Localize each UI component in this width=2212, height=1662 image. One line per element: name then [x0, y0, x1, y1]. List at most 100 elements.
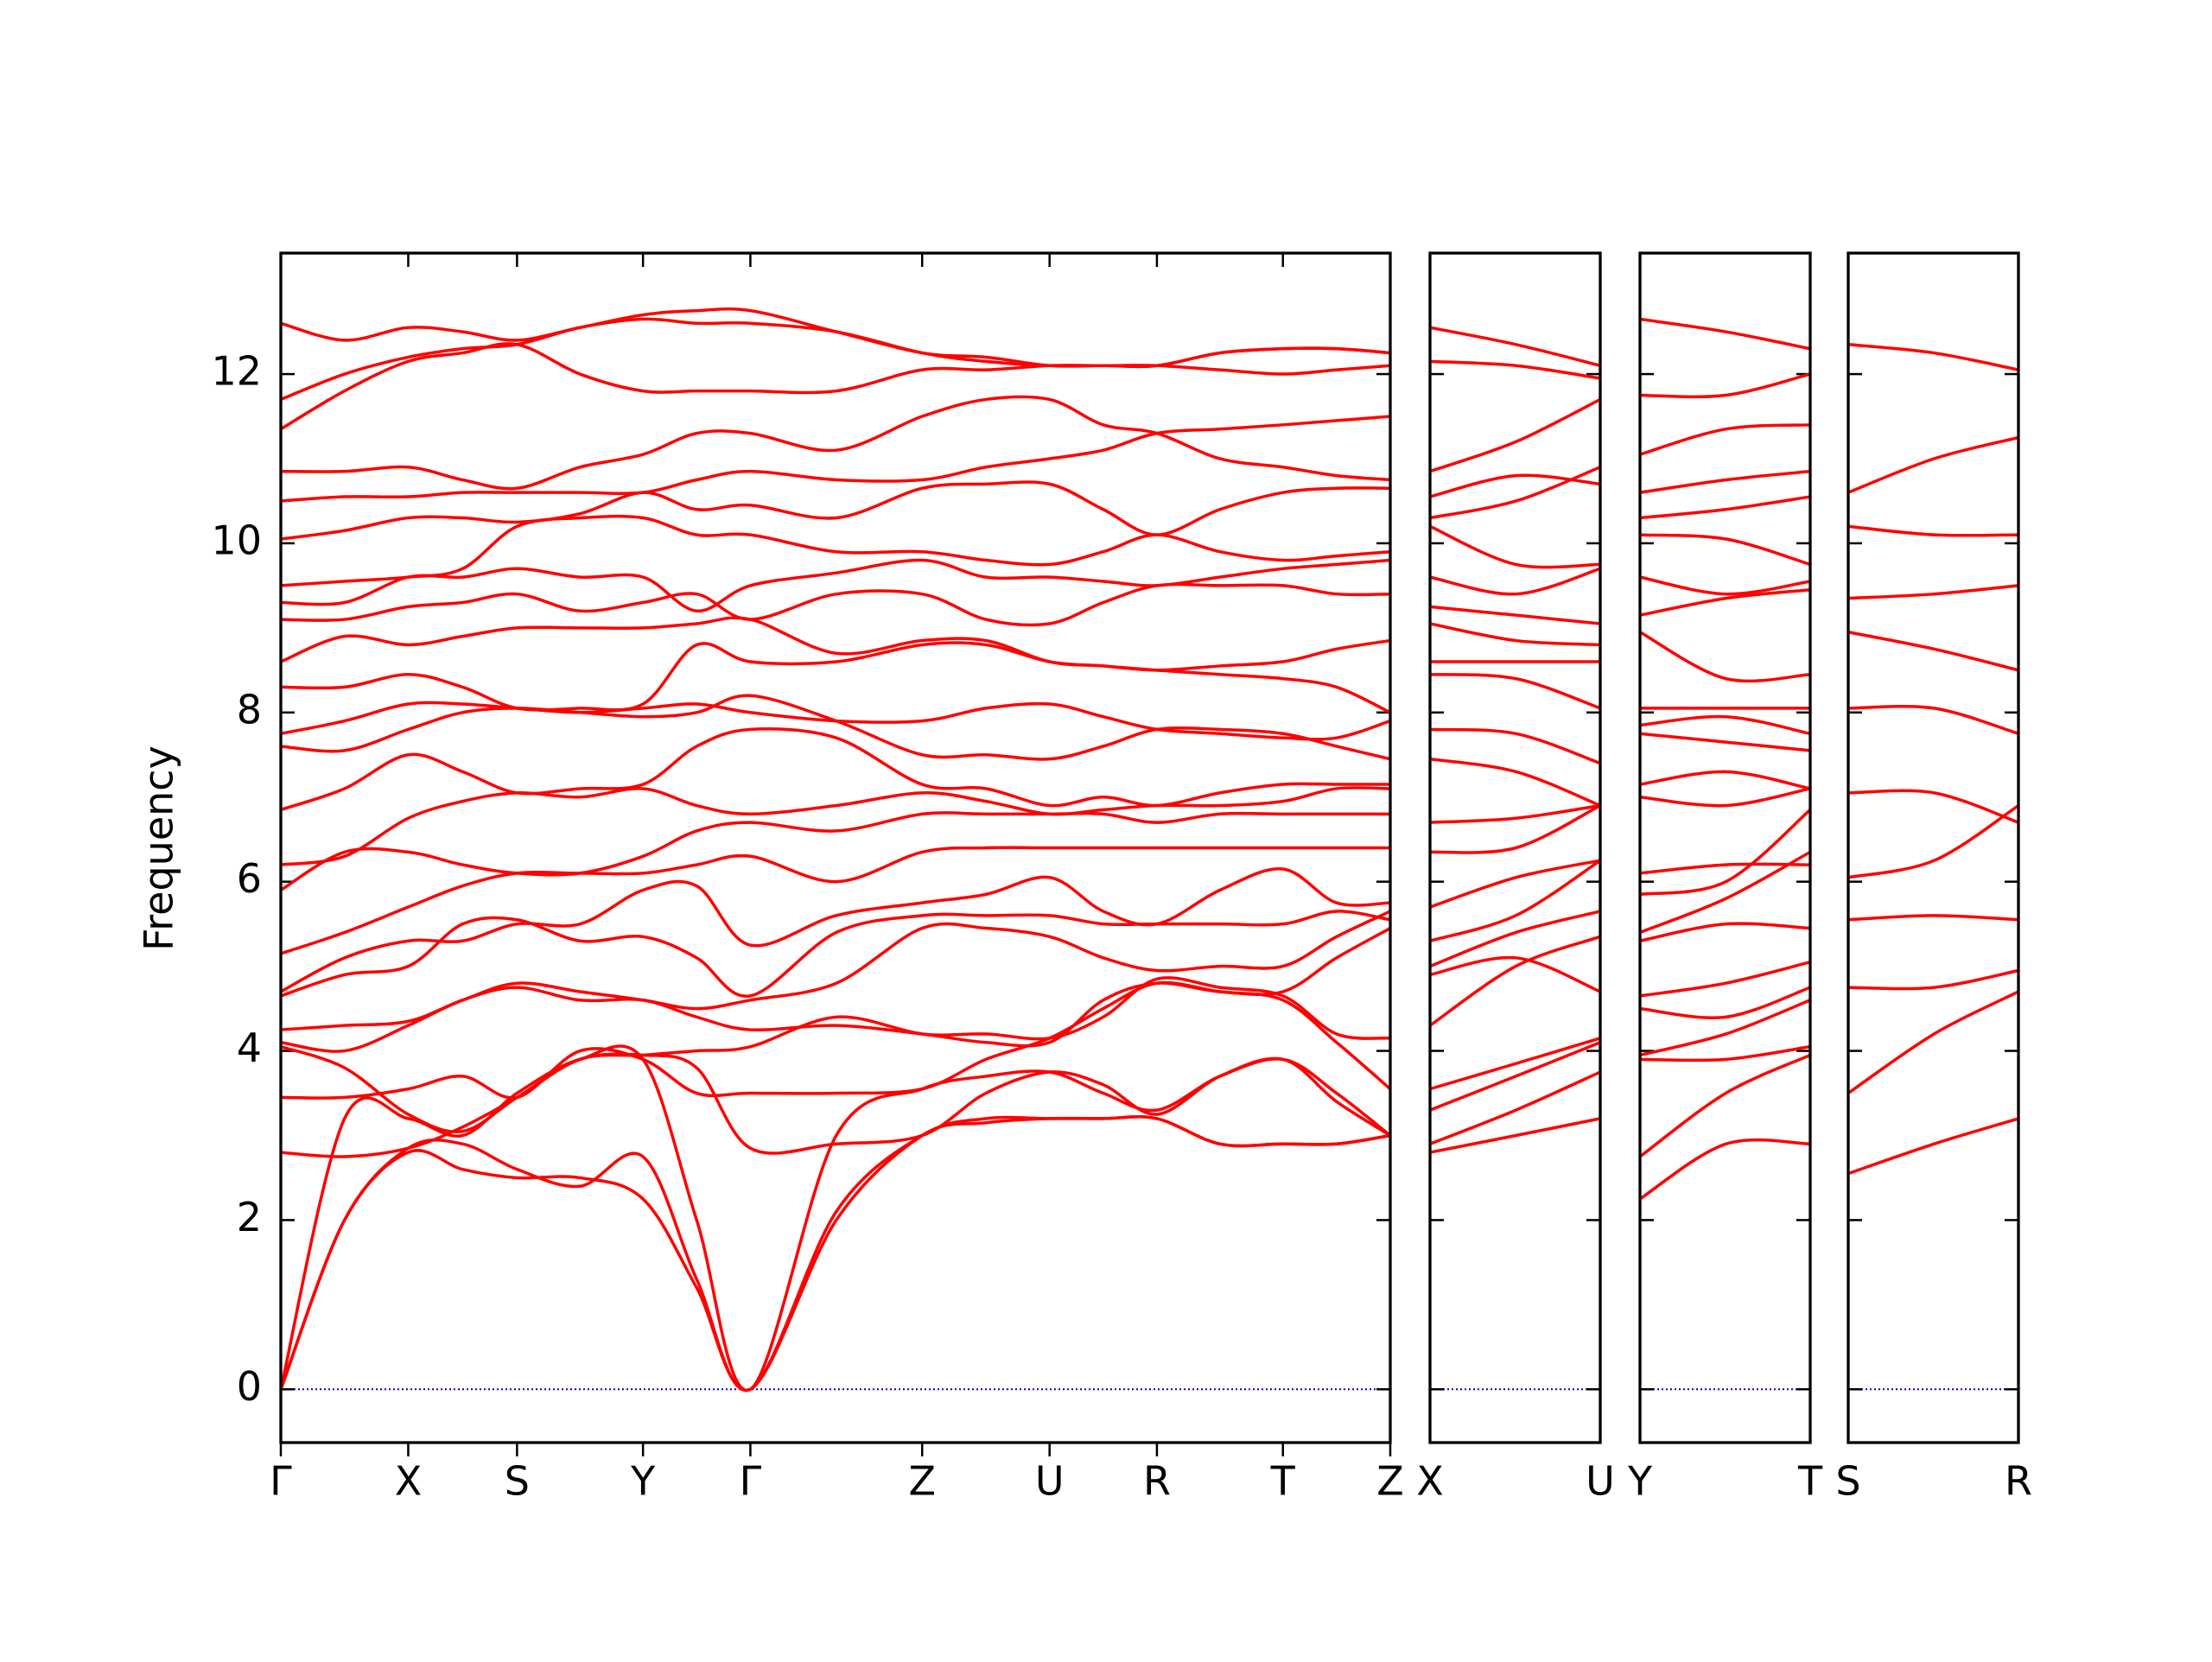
band-line	[279, 1044, 1392, 1392]
band-line	[1429, 935, 1601, 1027]
band-line	[280, 307, 1391, 369]
band-line	[1639, 588, 1811, 617]
band-line	[1638, 1053, 1811, 1158]
band-line	[1639, 1044, 1811, 1063]
band-line	[1639, 575, 1811, 596]
band-line	[1639, 469, 1811, 494]
x-tick-label: U	[1035, 1458, 1065, 1505]
band-line	[1639, 961, 1811, 998]
band-line	[1429, 1117, 1601, 1154]
band-line	[1639, 495, 1811, 520]
band-line	[1429, 466, 1601, 520]
band-line	[279, 1114, 1391, 1392]
band-line	[1847, 584, 2019, 600]
band-line	[280, 786, 1391, 866]
band-line	[1639, 1138, 1811, 1201]
band-line	[1429, 910, 1601, 968]
band-line	[1429, 955, 1601, 993]
band-line	[1639, 714, 1811, 735]
y-axis-label: Frequency	[136, 745, 182, 951]
x-tick-label: S	[1835, 1458, 1860, 1505]
y-tick-label: 0	[237, 1363, 262, 1410]
band-line	[1639, 787, 1811, 808]
plot-frame	[279, 251, 1392, 1444]
band-line	[1429, 803, 1601, 854]
band-line	[1847, 435, 2019, 494]
band-line	[1429, 727, 1601, 765]
x-tick-label: Γ	[270, 1458, 292, 1505]
band-line	[1847, 704, 2019, 735]
band-line	[1639, 999, 1811, 1057]
y-tick-label: 2	[237, 1194, 262, 1240]
band-line	[280, 910, 1391, 998]
band-line	[280, 726, 1390, 812]
band-line	[1429, 622, 1601, 647]
band-line	[1847, 789, 2019, 824]
x-tick-label: Y	[1627, 1458, 1653, 1505]
band-line	[1847, 914, 2019, 922]
band-line	[1639, 862, 1811, 875]
band-line	[1429, 524, 1601, 569]
band-line	[1429, 859, 1601, 909]
y-tick-label: 6	[237, 855, 262, 902]
band-line	[280, 342, 1391, 431]
x-tick-label: X	[395, 1458, 423, 1505]
band-line	[1847, 990, 2019, 1094]
band-line	[280, 1052, 1391, 1158]
x-tick-label: Γ	[740, 1458, 762, 1505]
x-tick-label: R	[1143, 1458, 1171, 1505]
x-tick-label: X	[1416, 1458, 1444, 1505]
band-line	[1639, 533, 1811, 567]
plot-frame	[1428, 251, 1602, 1444]
plot-frame	[1847, 251, 2020, 1444]
band-line	[280, 582, 1391, 627]
band-line	[280, 811, 1390, 891]
x-tick-label: S	[505, 1458, 530, 1505]
band-line	[1429, 672, 1601, 710]
band-line	[1847, 524, 2019, 537]
x-tick-label: T	[1797, 1458, 1823, 1505]
x-tick-label: Z	[1376, 1458, 1404, 1505]
band-line	[1847, 804, 2019, 879]
band-line	[1429, 473, 1601, 498]
plot-frame	[1638, 251, 1812, 1444]
band-line	[1639, 631, 1811, 683]
band-line	[280, 514, 1391, 587]
band-line	[280, 558, 1391, 613]
x-tick-label: Z	[908, 1458, 936, 1505]
band-line	[280, 701, 1391, 741]
y-tick-label: 8	[237, 686, 262, 733]
band-line	[280, 641, 1391, 714]
band-line	[280, 415, 1391, 503]
band-line	[280, 480, 1391, 541]
band-line	[280, 910, 1391, 1031]
x-tick-label: R	[2005, 1458, 2032, 1505]
band-line	[1429, 567, 1601, 596]
band-line	[280, 395, 1391, 491]
band-line	[1429, 1041, 1601, 1112]
x-tick-label: Y	[630, 1458, 656, 1505]
band-line	[1429, 757, 1601, 808]
band-line	[1429, 1037, 1601, 1091]
band-line	[1639, 732, 1811, 752]
band-line	[1847, 968, 2019, 991]
band-line	[1429, 326, 1601, 367]
band-line	[1847, 1117, 2019, 1176]
band-line	[1639, 986, 1811, 1019]
y-tick-label: 4	[237, 1024, 262, 1071]
band-line	[280, 976, 1391, 1133]
x-tick-label: U	[1586, 1458, 1615, 1505]
band-line	[1429, 1070, 1601, 1145]
band-line	[1639, 317, 1811, 351]
band-line	[1639, 770, 1811, 790]
band-line	[1639, 423, 1811, 456]
y-tick-label: 10	[211, 517, 262, 563]
y-tick-label: 12	[211, 348, 262, 395]
band-line	[1639, 809, 1812, 897]
band-line	[1847, 343, 2019, 371]
x-tick-label: T	[1270, 1458, 1296, 1505]
band-line	[1639, 372, 1811, 399]
band-line	[1429, 359, 1601, 380]
